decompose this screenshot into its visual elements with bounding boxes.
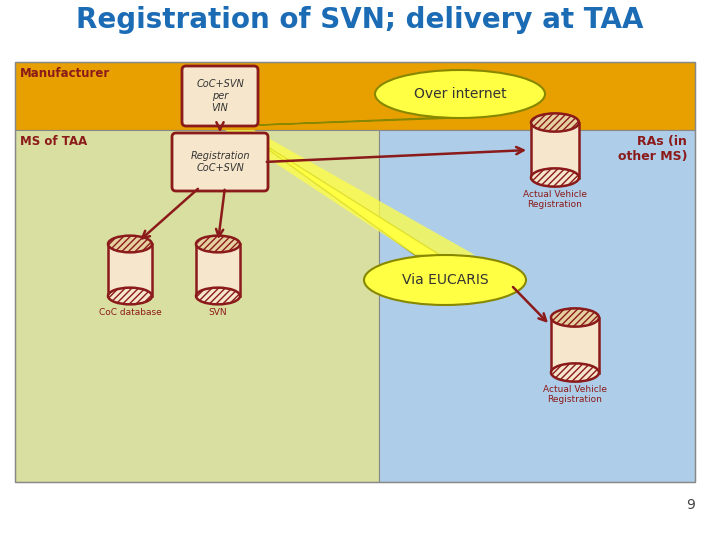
Text: CoC+SVN
per
VIN: CoC+SVN per VIN xyxy=(196,79,244,113)
Ellipse shape xyxy=(108,288,152,305)
Bar xyxy=(15,62,695,482)
Ellipse shape xyxy=(196,288,240,305)
Text: Over internet: Over internet xyxy=(414,87,506,101)
Bar xyxy=(531,123,579,178)
Text: CoC database: CoC database xyxy=(99,308,161,317)
Bar xyxy=(551,318,599,373)
Text: Actual Vehicle
Registration: Actual Vehicle Registration xyxy=(523,190,587,210)
Text: Registration
CoC+SVN: Registration CoC+SVN xyxy=(190,151,250,173)
Text: Manufacturer: Manufacturer xyxy=(20,67,110,80)
Ellipse shape xyxy=(551,308,599,327)
Polygon shape xyxy=(244,132,440,255)
Ellipse shape xyxy=(375,70,545,118)
Text: SVN: SVN xyxy=(209,308,228,317)
Polygon shape xyxy=(225,130,475,255)
FancyBboxPatch shape xyxy=(172,133,268,191)
Bar xyxy=(15,130,379,482)
Ellipse shape xyxy=(364,255,526,305)
FancyBboxPatch shape xyxy=(182,66,258,126)
Text: Registration of SVN; delivery at TAA: Registration of SVN; delivery at TAA xyxy=(76,6,644,34)
Text: MS of TAA: MS of TAA xyxy=(20,135,87,148)
Text: Via EUCARIS: Via EUCARIS xyxy=(402,273,488,287)
Text: Actual Vehicle
Registration: Actual Vehicle Registration xyxy=(543,385,607,404)
Ellipse shape xyxy=(551,363,599,382)
Ellipse shape xyxy=(531,113,579,132)
Ellipse shape xyxy=(108,235,152,252)
Bar xyxy=(15,62,695,130)
Polygon shape xyxy=(259,118,455,125)
Bar xyxy=(196,244,240,296)
Text: 9: 9 xyxy=(686,498,695,512)
Ellipse shape xyxy=(531,168,579,187)
Bar xyxy=(379,130,695,482)
Bar xyxy=(108,244,152,296)
Ellipse shape xyxy=(196,235,240,252)
Text: RAs (in
other MS): RAs (in other MS) xyxy=(618,135,687,163)
